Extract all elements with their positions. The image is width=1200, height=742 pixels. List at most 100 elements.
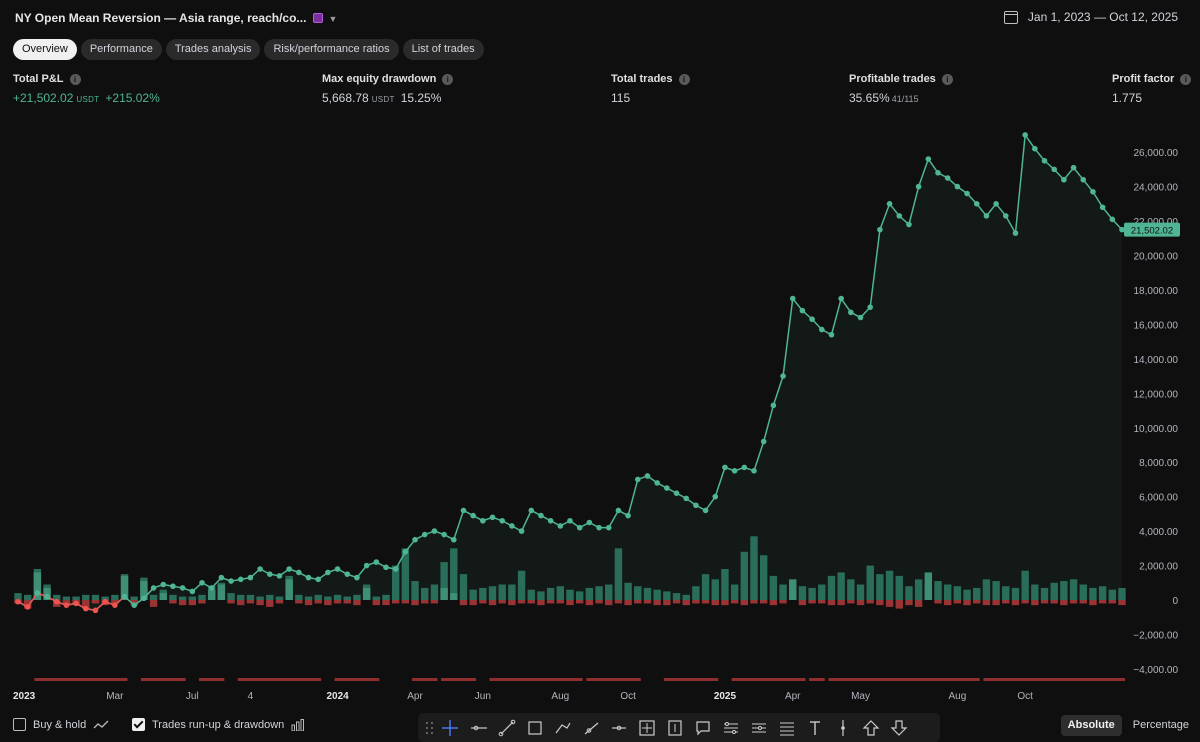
tab-list-of-trades[interactable]: List of trades (402, 39, 484, 60)
equity-point (373, 559, 380, 565)
equity-point (731, 468, 738, 474)
equity-point (402, 548, 409, 555)
arrow-down-icon[interactable] (890, 719, 908, 737)
equity-point (935, 170, 941, 176)
tab-performance[interactable]: Performance (80, 39, 162, 60)
last-value-badge (1124, 222, 1180, 237)
equity-point (218, 574, 225, 581)
runup-bar (314, 594, 322, 600)
equity-point (538, 512, 544, 519)
runup-label: Trades run-up & drawdown (152, 718, 285, 731)
equity-point (499, 517, 506, 524)
info-icon[interactable]: i (1180, 73, 1192, 85)
info-icon[interactable]: i (442, 73, 454, 85)
runup-bar (943, 584, 952, 600)
drawdown-bar (517, 600, 526, 604)
runup-bar (304, 596, 313, 600)
crosshair-icon[interactable] (441, 719, 459, 737)
equity-point (741, 464, 748, 471)
buy-hold-toggle[interactable]: Buy & hold (13, 718, 109, 731)
arrow-up-icon[interactable] (862, 719, 880, 737)
price-range-icon[interactable] (666, 719, 684, 737)
text-icon[interactable] (806, 719, 824, 737)
percentage-button[interactable]: Percentage (1132, 719, 1189, 731)
strategy-selector[interactable]: NY Open Mean Reversion — Asia range, rea… (15, 11, 337, 25)
equity-point (44, 593, 50, 600)
comment-icon[interactable] (694, 719, 712, 737)
metric-percent: +215.02% (105, 91, 160, 105)
drawdown-period-bar (983, 678, 1125, 681)
info-icon[interactable]: i (941, 73, 953, 85)
rectangle-icon[interactable] (526, 719, 544, 737)
y-tick-label: 24,000.00 (1134, 183, 1179, 194)
add-shape-icon[interactable] (638, 719, 656, 737)
equity-point (1012, 230, 1019, 236)
runup-bar (895, 575, 903, 600)
equity-chart[interactable]: −4,000.00 −2,000.00 0 2,000.00 4,000.00 6,000… (0, 115, 1200, 707)
buy-hold-label: Buy & hold (33, 718, 87, 731)
runup-bar (391, 565, 400, 600)
horizontal-ray-icon[interactable] (610, 719, 628, 737)
drawdown-bar (943, 600, 952, 606)
vertical-list-icon[interactable] (722, 719, 740, 737)
position-icon[interactable] (750, 719, 768, 737)
runup-bar (1002, 586, 1010, 600)
metric-max-drawdown: Max equity drawdown i 5,668.78 USDT 15.25% (322, 73, 454, 105)
checkbox-unchecked[interactable] (13, 718, 26, 731)
drawdown-bar (837, 600, 845, 606)
drawdown-bar (614, 600, 623, 604)
runup-bar (1040, 587, 1049, 600)
ray-icon[interactable] (582, 719, 600, 737)
drawdown-bar (1031, 600, 1039, 606)
absolute-button[interactable]: Absolute (1060, 715, 1122, 736)
checkbox-checked[interactable] (132, 718, 145, 731)
date-range-button[interactable]: Jan 1, 2023 — Oct 12, 2025 (1003, 10, 1178, 24)
x-tick-label: Aug (551, 691, 569, 702)
equity-point (412, 536, 418, 543)
runup-drawdown-toggle[interactable]: Trades run-up & drawdown (132, 718, 305, 731)
drawdown-bar (111, 600, 119, 604)
runup-bar (401, 548, 410, 600)
tab-overview[interactable]: Overview (13, 39, 77, 60)
equity-point (1002, 213, 1009, 219)
equity-point (877, 226, 883, 233)
equity-point (276, 573, 283, 579)
runup-bar (653, 589, 661, 600)
equity-point (528, 507, 535, 514)
runup-bar (169, 594, 177, 600)
info-icon[interactable]: i (678, 73, 690, 85)
equity-point (441, 531, 447, 538)
drawdown-bar (430, 600, 439, 604)
equity-point (1080, 176, 1087, 183)
drawdown-bar (885, 600, 894, 607)
x-tick-label: Jul (186, 691, 199, 702)
runup-bar (527, 589, 535, 600)
equity-point (189, 588, 196, 595)
drawdown-period-bar (809, 678, 825, 681)
runup-bar (837, 572, 845, 600)
vertical-line-icon[interactable] (834, 719, 852, 737)
metric-label: Max equity drawdown (322, 73, 437, 85)
runup-bar (885, 570, 894, 600)
drawdown-bar (1118, 600, 1126, 606)
info-icon[interactable]: i (69, 73, 81, 85)
horizontal-line-icon[interactable] (470, 719, 488, 737)
equity-point (141, 595, 147, 602)
chevron-down-icon[interactable]: ▼ (328, 14, 338, 24)
runup-bar (614, 548, 623, 600)
equity-point (1109, 216, 1116, 223)
runup-bar (430, 584, 439, 600)
brush-icon[interactable] (554, 719, 572, 737)
equity-point (179, 585, 186, 591)
tab-trades-analysis[interactable]: Trades analysis (165, 39, 261, 60)
runup-bar (324, 596, 332, 600)
trend-line-icon[interactable] (498, 719, 516, 737)
drag-handle-icon[interactable] (421, 719, 439, 737)
equity-point (634, 476, 641, 483)
drawdown-bar (479, 600, 487, 604)
y-tick-label: 10,000.00 (1134, 424, 1179, 435)
drawdown-bar (895, 600, 903, 609)
equity-point (838, 295, 844, 302)
lines-icon[interactable] (778, 719, 796, 737)
tab-risk-performance-ratios[interactable]: Risk/performance ratios (264, 39, 399, 60)
